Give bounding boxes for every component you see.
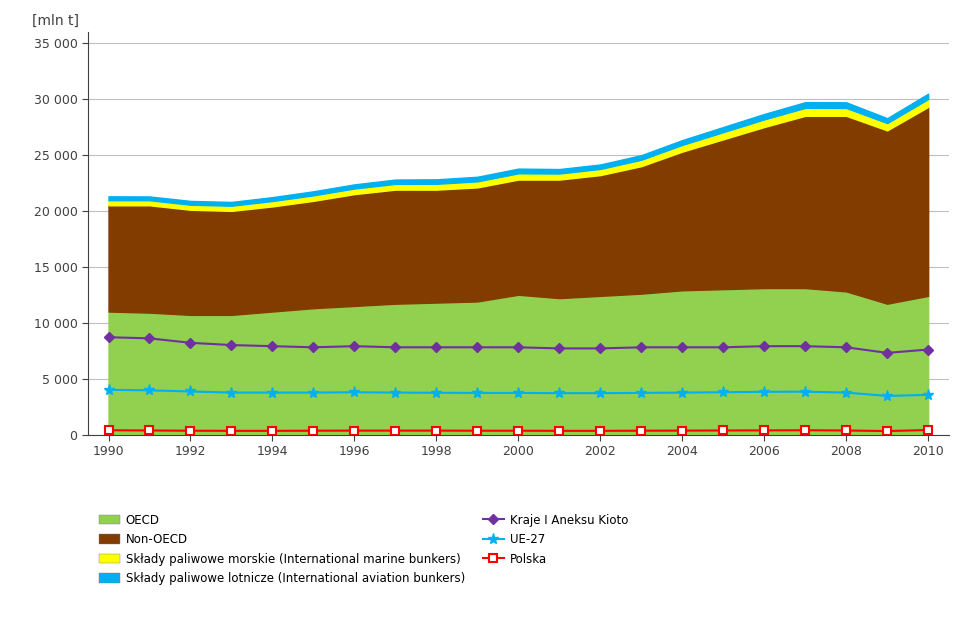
Text: [mln t]: [mln t] xyxy=(32,14,79,28)
Legend: OECD, Non-OECD, Składy paliwowe morskie (International marine bunkers), Składy p: OECD, Non-OECD, Składy paliwowe morskie … xyxy=(94,509,632,590)
